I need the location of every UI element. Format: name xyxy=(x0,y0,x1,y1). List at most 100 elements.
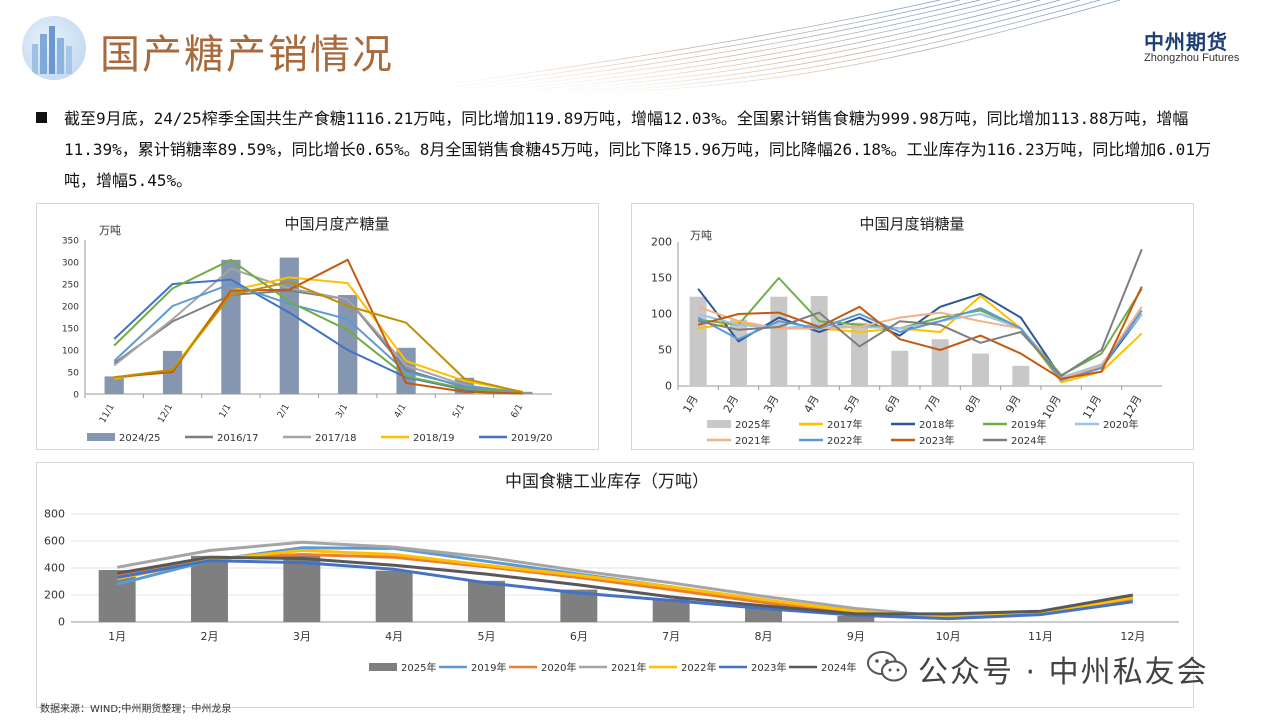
bar-2025年 xyxy=(931,339,949,386)
legend-label: 2024年 xyxy=(1011,434,1046,447)
x-tick-label: 3月 xyxy=(293,630,311,643)
summary-text: 截至9月底，24/25榨季全国共生产食糖1116.21万吨，同比增加119.89… xyxy=(64,109,1211,190)
line-series-2018年 xyxy=(697,288,1143,379)
x-tick-label: 11/1 xyxy=(98,403,117,426)
line-series-2020年 xyxy=(116,553,1134,620)
y-tick-label: 50 xyxy=(68,369,80,379)
y-axis-unit: 万吨 xyxy=(99,224,121,237)
x-tick-label: 4/1 xyxy=(393,403,409,421)
y-tick-label: 100 xyxy=(651,308,672,321)
line-series-2017年 xyxy=(698,295,1143,384)
legend-key xyxy=(369,663,397,671)
sales-chart-panel: 中国月度销糖量 万吨 0 50 100 150 200 1月 2月 3月 4月 5月 6月 7月 8月 9月 1… xyxy=(631,203,1194,450)
city-logo-icon xyxy=(22,16,86,80)
x-tick-label: 10月 xyxy=(1040,393,1064,421)
legend-label: 2025年 xyxy=(401,661,436,674)
x-tick-label: 1月 xyxy=(681,393,701,415)
x-tick-label: 12/1 xyxy=(156,403,175,426)
line-series-2024年 xyxy=(697,248,1143,377)
chart-title: 中国月度销糖量 xyxy=(859,215,964,233)
legend-label: 2018/19 xyxy=(413,433,455,444)
y-tick-label: 150 xyxy=(651,272,672,285)
summary-paragraph: 截至9月底，24/25榨季全国共生产食糖1116.21万吨，同比增加119.89… xyxy=(34,103,1234,196)
line-series-2020/21 xyxy=(113,283,523,394)
bar-2025年 xyxy=(1012,365,1030,386)
legend-label: 2024/25 xyxy=(119,433,161,444)
bar-2025年 xyxy=(468,580,505,622)
y-tick-label: 0 xyxy=(665,380,672,393)
line-series-2023年 xyxy=(697,286,1143,380)
x-tick-label: 2月 xyxy=(721,393,741,415)
x-tick-label: 2/1 xyxy=(276,403,292,421)
bar-2025年 xyxy=(972,353,989,386)
line-series-2021/22 xyxy=(113,258,523,395)
legend-label: 2024年 xyxy=(821,661,856,674)
production-chart-panel: 中国月度产糖量 万吨 0 50 100 150 200 250 300 350 11/1 12/1 1/… xyxy=(36,203,599,450)
y-tick-label: 0 xyxy=(73,391,79,401)
legend-label: 2016/17 xyxy=(217,433,259,444)
y-tick-label: 0 xyxy=(58,616,65,629)
chart-title: 中国食糖工业库存（万吨） xyxy=(505,472,709,492)
x-tick-label: 8月 xyxy=(755,630,773,643)
bar-2025年 xyxy=(375,570,413,622)
brand-name-cn: 中州期货 xyxy=(1144,30,1228,54)
legend-label: 2022年 xyxy=(827,434,862,447)
legend-label: 2023年 xyxy=(751,661,786,674)
x-tick-label: 1/1 xyxy=(218,403,234,421)
x-tick-label: 6月 xyxy=(570,630,588,643)
brand-name-en: Zhongzhou Futures xyxy=(1144,52,1240,64)
y-tick-label: 50 xyxy=(658,344,672,357)
legend-label: 2023年 xyxy=(919,434,954,447)
y-tick-label: 250 xyxy=(62,281,79,291)
inventory-chart: 中国食糖工业库存（万吨） 0 200 400 600 800 1月 2月 3月 4月 5月 6月 7月 8… xyxy=(44,472,1179,674)
legend-label: 2022年 xyxy=(681,661,716,674)
y-axis-unit: 万吨 xyxy=(690,229,712,242)
chart-title: 中国月度产糖量 xyxy=(284,215,389,233)
y-tick-label: 100 xyxy=(62,347,79,357)
x-tick-label: 6月 xyxy=(882,393,902,415)
x-tick-label: 5/1 xyxy=(451,403,467,421)
y-tick-label: 200 xyxy=(44,589,65,602)
bar-2025年 xyxy=(810,296,828,386)
legend-key xyxy=(87,433,115,441)
legend-label: 2021年 xyxy=(735,434,770,447)
y-tick-label: 350 xyxy=(62,237,79,247)
legend-label: 2017年 xyxy=(827,418,862,431)
x-tick-label: 8月 xyxy=(963,393,983,415)
bar-2025年 xyxy=(98,570,136,622)
x-tick-label: 9月 xyxy=(1003,393,1023,415)
source-note: 数据来源：WIND;中州期货整理；中州龙泉 xyxy=(40,704,232,715)
x-tick-label: 7月 xyxy=(923,393,943,415)
bar-2025年 xyxy=(851,322,868,386)
legend-label: 2020年 xyxy=(541,661,576,674)
bar-2025年 xyxy=(191,555,228,622)
bar-2025年 xyxy=(652,599,690,622)
x-tick-label: 11月 xyxy=(1028,630,1053,643)
bar-2025年 xyxy=(745,607,782,622)
line-series-2024年 xyxy=(116,555,1134,616)
x-tick-label: 10月 xyxy=(936,630,961,643)
x-tick-label: 3/1 xyxy=(334,403,350,421)
x-tick-label: 9月 xyxy=(847,630,865,643)
bar-2025年 xyxy=(770,296,788,386)
legend-label: 2018年 xyxy=(919,418,954,431)
x-tick-label: 11月 xyxy=(1080,393,1104,421)
y-tick-label: 800 xyxy=(44,508,65,521)
x-tick-label: 5月 xyxy=(842,393,862,415)
x-tick-label: 6/1 xyxy=(510,403,526,421)
bar-2025年 xyxy=(891,350,909,386)
legend-key xyxy=(707,420,731,428)
y-tick-label: 150 xyxy=(62,325,79,335)
x-tick-label: 7月 xyxy=(662,630,680,643)
x-tick-label: 1月 xyxy=(108,630,126,643)
legend-label: 2020年 xyxy=(1103,418,1138,431)
bullet-icon xyxy=(36,112,47,123)
legend-label: 2019年 xyxy=(1011,418,1046,431)
legend-label: 2019年 xyxy=(471,661,506,674)
legend-label: 2021年 xyxy=(611,661,646,674)
decorative-swoosh xyxy=(359,0,1121,96)
x-tick-label: 12月 xyxy=(1121,393,1145,421)
x-tick-label: 3月 xyxy=(761,393,781,415)
x-tick-label: 5月 xyxy=(478,630,496,643)
